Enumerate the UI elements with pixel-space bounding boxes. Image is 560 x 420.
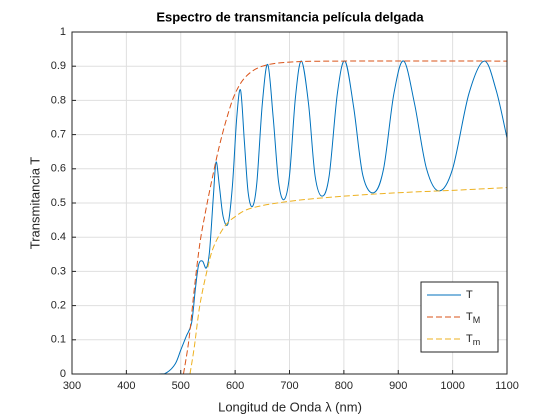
- series-line: [182, 60, 507, 374]
- x-tick-label: 800: [335, 380, 353, 392]
- x-axis-label: Longitud de Onda λ (nm): [218, 399, 362, 414]
- y-tick-label: 0.4: [51, 231, 66, 243]
- y-tick-label: 0.6: [51, 163, 66, 175]
- series-line: [72, 60, 507, 374]
- x-tick-label: 1000: [440, 380, 464, 392]
- x-tick-label: 1100: [495, 380, 519, 392]
- y-tick-label: 0: [60, 368, 66, 380]
- y-axis-label: Transmitancia T: [27, 157, 42, 250]
- x-tick-label: 300: [63, 380, 81, 392]
- x-tick-label: 900: [389, 380, 407, 392]
- y-tick-label: 0.7: [51, 129, 66, 141]
- axes-box: [71, 31, 508, 375]
- series-line: [189, 187, 507, 374]
- y-tick-label: 0.9: [51, 60, 66, 72]
- x-tick-label: 700: [280, 380, 298, 392]
- chart-title: Espectro de transmitancia película delga…: [156, 9, 424, 24]
- x-tick-label: 600: [226, 380, 244, 392]
- legend-label: Tm: [466, 333, 480, 347]
- y-tick-label: 0.1: [51, 334, 66, 346]
- y-tick-label: 0.2: [51, 300, 66, 312]
- legend-label: TM: [466, 311, 480, 325]
- legend-label: T: [466, 289, 473, 301]
- y-tick-label: 0.5: [51, 197, 66, 209]
- y-tick-label: 0.8: [51, 94, 66, 106]
- x-tick-label: 500: [172, 380, 190, 392]
- y-tick-label: 1: [60, 26, 66, 38]
- y-tick-label: 0.3: [51, 265, 66, 277]
- x-tick-label: 400: [117, 380, 135, 392]
- plot-area: [72, 60, 507, 374]
